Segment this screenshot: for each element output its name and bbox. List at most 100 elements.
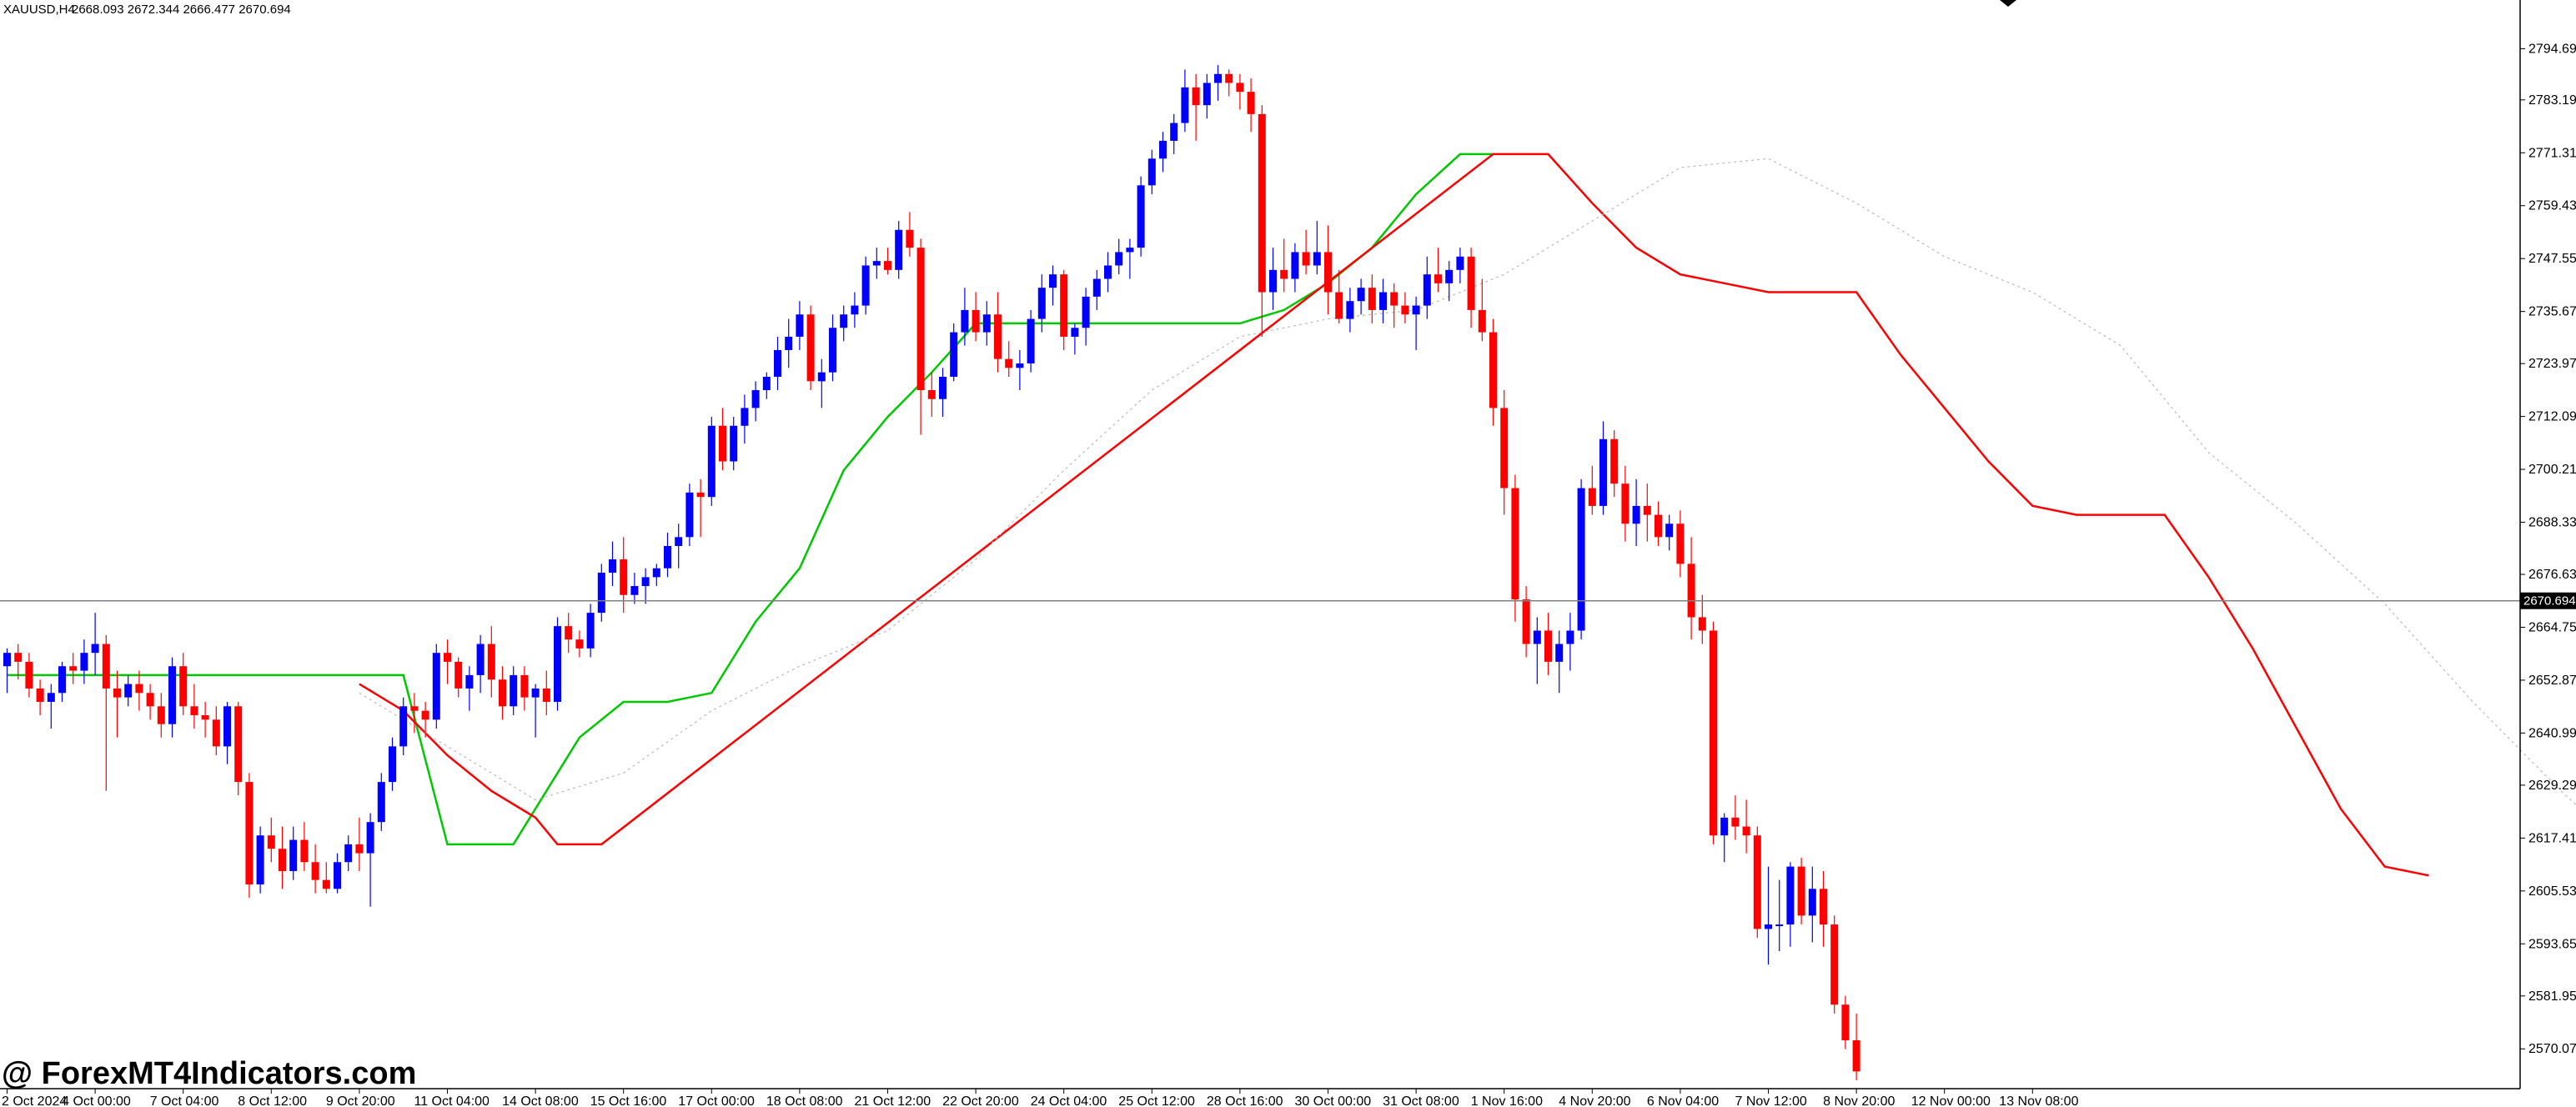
candle (696, 478, 705, 538)
candle (1060, 269, 1068, 350)
candle-body (664, 546, 671, 569)
candle (499, 666, 506, 720)
candle (1676, 510, 1685, 578)
candle (851, 292, 859, 328)
candle-body (146, 693, 154, 707)
y-tick-label: 2570.070 (2528, 1042, 2576, 1056)
candle (476, 634, 485, 694)
candle-body (685, 492, 694, 538)
candle-body (69, 666, 78, 671)
candle (707, 417, 716, 506)
candle (444, 639, 451, 684)
candle (1588, 465, 1596, 515)
candle-body (554, 626, 561, 702)
candle-body (289, 839, 298, 871)
candle (1159, 132, 1167, 173)
candle-body (267, 835, 275, 849)
candle (399, 697, 408, 756)
candle-body (1192, 87, 1200, 106)
candle (1566, 613, 1574, 671)
candle-body (1489, 332, 1497, 408)
candle (597, 564, 605, 622)
candle (487, 626, 495, 698)
candle-body (630, 586, 639, 595)
candle (1302, 229, 1310, 275)
candle (872, 248, 881, 279)
candle-body (1401, 305, 1409, 315)
candle (785, 318, 793, 368)
nav-marker-icon (2000, 0, 2016, 7)
candle (1445, 261, 1454, 302)
candle (916, 238, 925, 435)
candle (1170, 113, 1178, 154)
candle-body (1786, 866, 1795, 925)
candle-body (256, 835, 264, 884)
x-tick-label: 31 Oct 08:00 (1383, 1094, 1459, 1107)
candle-body (1170, 123, 1178, 141)
candle-body (1698, 617, 1706, 631)
candle-body (1478, 309, 1486, 333)
candle-body (586, 613, 595, 649)
x-tick-label: 11 Oct 04:00 (414, 1094, 490, 1107)
candle (719, 408, 726, 471)
y-tick-label: 2581.950 (2528, 989, 2576, 1004)
candle (906, 212, 914, 257)
y-tick-label: 2629.290 (2528, 779, 2576, 793)
candle (961, 288, 969, 346)
candle-body (1742, 826, 1750, 836)
candle-body (1203, 83, 1211, 106)
x-tick-label: 8 Nov 20:00 (1823, 1094, 1895, 1107)
candle-body (113, 688, 121, 698)
candle-body (1423, 274, 1431, 306)
candle (1786, 862, 1795, 947)
candle-body (620, 559, 628, 595)
candle (1500, 390, 1509, 515)
candle (1147, 149, 1156, 195)
candle (454, 657, 463, 698)
candle-body (1445, 269, 1454, 283)
candle-body (1841, 1004, 1850, 1040)
candle (817, 358, 826, 408)
candle-body (972, 309, 980, 333)
candle (1181, 69, 1189, 133)
y-tick-label: 2700.210 (2528, 463, 2576, 477)
candle (796, 301, 804, 350)
candle (1687, 537, 1695, 640)
candle (344, 835, 353, 871)
x-tick-label: 21 Oct 12:00 (855, 1094, 931, 1107)
candle-body (730, 425, 738, 462)
candle-body (1643, 505, 1651, 515)
candle-body (432, 653, 440, 720)
candle (1643, 483, 1651, 542)
x-tick-label: 6 Nov 04:00 (1647, 1094, 1719, 1107)
candle-body (1710, 630, 1717, 836)
candle (1236, 73, 1244, 110)
candle (256, 826, 264, 894)
candle (542, 670, 550, 715)
candles (3, 65, 1860, 1080)
candle (641, 568, 650, 604)
candle (80, 639, 88, 684)
candle (586, 604, 595, 658)
candle (630, 573, 639, 604)
candle-body (1555, 644, 1564, 662)
candle (730, 417, 738, 471)
y-tick-label: 2747.550 (2528, 252, 2576, 266)
candle (741, 394, 749, 444)
candle (1214, 65, 1222, 101)
candle-body (1522, 599, 1530, 644)
x-tick-label: 2 Oct 2024 (2, 1094, 67, 1107)
candle (1665, 514, 1674, 551)
candle-body (575, 639, 584, 649)
x-tick-label: 18 Oct 08:00 (766, 1094, 843, 1107)
candle (994, 292, 1002, 373)
candle-body (1852, 1039, 1860, 1072)
y-tick-label: 2605.530 (2528, 884, 2576, 899)
candle (1280, 238, 1288, 293)
candle-body (806, 314, 815, 382)
candle-body (994, 314, 1002, 359)
candle (146, 684, 154, 720)
candle-body (1357, 288, 1365, 302)
